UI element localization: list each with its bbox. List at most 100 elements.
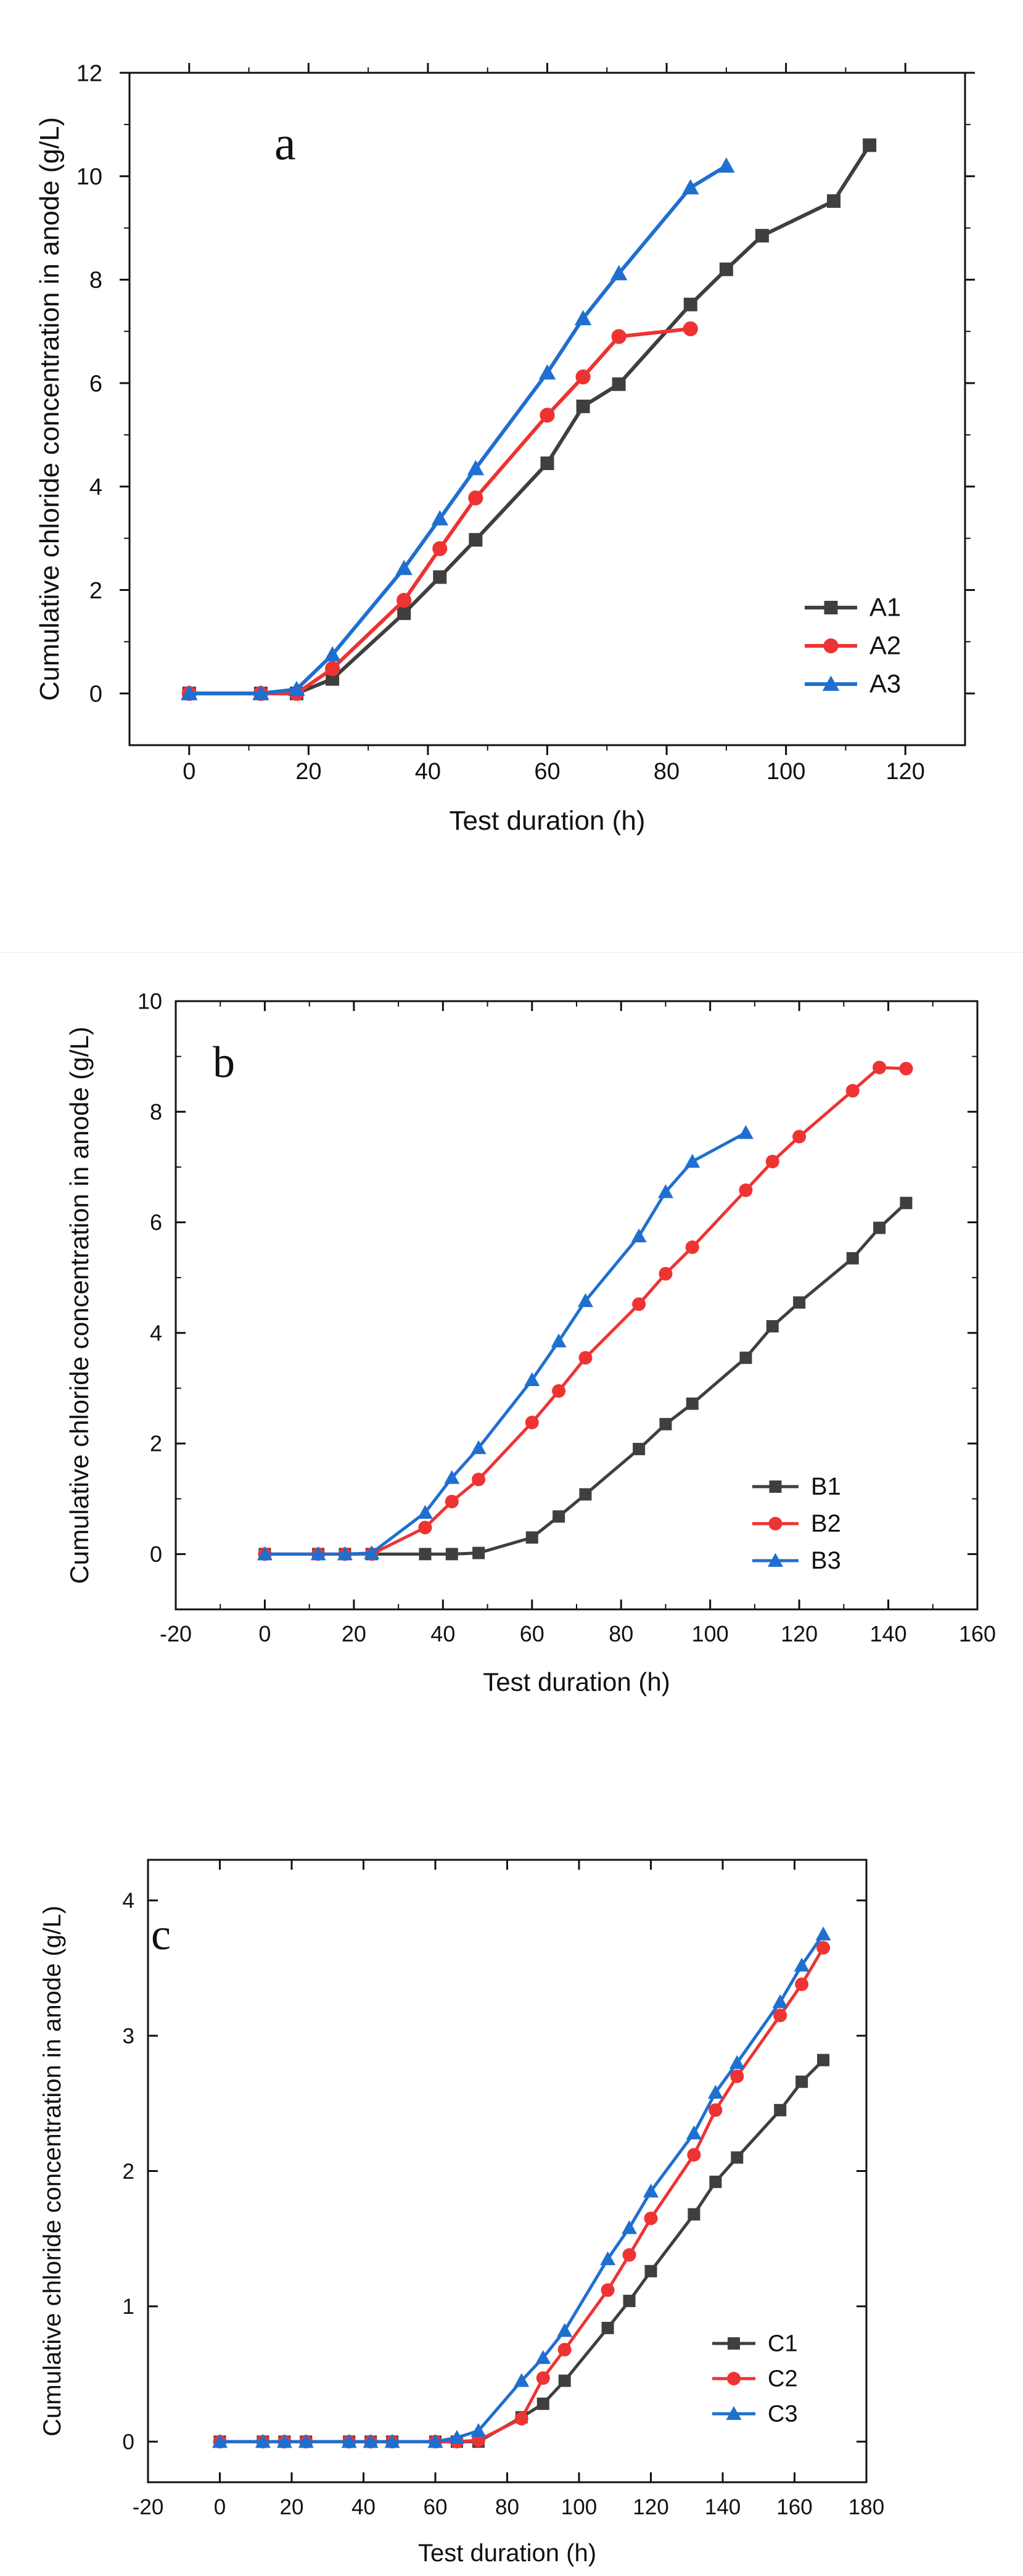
x-axis-label: Test duration (h) [483, 1667, 670, 1696]
y-tick-label: 12 [76, 60, 102, 86]
y-tick-label: 8 [150, 1099, 162, 1125]
data-point [817, 2054, 829, 2066]
legend-item: A1 [805, 593, 901, 622]
legend-item: C3 [712, 2401, 798, 2427]
data-point [469, 533, 482, 547]
y-tick-label: 8 [89, 268, 102, 294]
panel-label: a [274, 116, 296, 170]
chart-panel-b: -20 0 20 40 60 80 100 120 140 160 0 2 4 6 8 10 Test dura… [0, 954, 1023, 1737]
legend-label: B1 [811, 1473, 841, 1500]
y-tick-label: 4 [89, 474, 102, 500]
x-tick-label: 100 [766, 759, 805, 785]
data-point [577, 400, 590, 413]
data-point [622, 2220, 637, 2234]
data-point [397, 606, 411, 620]
legend-marker [727, 2372, 741, 2385]
panel-label: c [151, 1910, 171, 1959]
data-point [432, 541, 447, 556]
data-point [602, 2322, 614, 2334]
data-point [682, 179, 699, 194]
y-tick-label: 6 [150, 1210, 162, 1235]
x-tick-label: -20 [133, 2495, 164, 2519]
data-point [766, 1320, 779, 1332]
data-point [472, 1472, 485, 1486]
data-point [684, 1154, 700, 1168]
data-point [526, 1531, 538, 1543]
series-line [189, 145, 869, 693]
x-tick-label: 180 [848, 2495, 884, 2519]
data-point [686, 1398, 699, 1410]
data-point [659, 1267, 672, 1281]
data-point [645, 2265, 657, 2277]
series-line [265, 1068, 906, 1554]
data-point [739, 1352, 752, 1364]
x-tick-label: 80 [654, 759, 680, 785]
y-tick-label: 1 [123, 2295, 134, 2319]
data-point [540, 408, 554, 423]
x-tick-label: 0 [183, 759, 195, 785]
data-point [578, 1351, 592, 1364]
x-tick-label: 140 [705, 2495, 741, 2519]
data-point [612, 329, 627, 344]
x-tick-label: 120 [886, 759, 925, 785]
data-point [766, 1155, 779, 1168]
x-tick-label: 60 [534, 759, 560, 785]
y-axis-label: Cumulative chloride concentration in ano… [65, 1026, 94, 1584]
legend-item: B2 [752, 1510, 841, 1537]
data-point [541, 456, 554, 470]
chart-panel-c: -20 0 20 40 60 80 100 120 140 160 180 0 1 2 3 4 Test dur… [0, 1789, 1023, 2576]
data-point [718, 157, 735, 173]
data-point [557, 2323, 572, 2337]
legend-label: B2 [811, 1510, 841, 1537]
series-line [220, 1934, 824, 2442]
legend-label: C2 [768, 2366, 798, 2392]
x-tick-label: 80 [495, 2495, 519, 2519]
data-point [418, 1521, 432, 1534]
series-line [220, 1948, 824, 2442]
legend-item: C1 [712, 2331, 798, 2357]
x-tick-label: 100 [692, 1621, 729, 1646]
x-tick-label: 20 [342, 1621, 366, 1646]
series-line [265, 1133, 746, 1554]
legend-item: A2 [805, 631, 901, 660]
data-point [683, 321, 698, 336]
data-point [396, 593, 411, 608]
y-tick-label: 2 [123, 2160, 134, 2184]
data-point [731, 2152, 743, 2164]
series-line [189, 166, 726, 693]
legend-label: A3 [869, 669, 901, 698]
data-point [575, 369, 590, 384]
data-point [773, 1994, 788, 2008]
x-tick-label: 0 [214, 2495, 226, 2519]
x-axis-label: Test duration (h) [418, 2540, 596, 2567]
data-point [684, 298, 697, 312]
legend-label: C3 [768, 2401, 798, 2427]
data-point [325, 661, 340, 676]
data-point [515, 2412, 528, 2425]
data-point [553, 1510, 565, 1522]
data-point [525, 1416, 539, 1429]
chart-b: -20 0 20 40 60 80 100 120 140 1600246810Test dura… [0, 954, 1023, 1737]
chart-panel-a: 0 20 40 60 80 100 120 0 2 4 6 8 10 12 Test duration (h… [0, 0, 1023, 950]
series-B3 [257, 1125, 754, 1561]
x-tick-label: 20 [280, 2495, 304, 2519]
data-point [601, 2284, 615, 2297]
legend-item: B3 [752, 1547, 841, 1574]
y-tick-label: 3 [123, 2024, 134, 2048]
data-point [827, 194, 840, 208]
x-tick-label: 0 [258, 1621, 271, 1646]
data-point [795, 1978, 808, 1991]
data-point [686, 1241, 699, 1254]
legend-label: C1 [768, 2331, 798, 2357]
x-tick-label: 60 [520, 1621, 544, 1646]
data-point [659, 1418, 672, 1430]
y-axis-label: Cumulative chloride concentration in ano… [39, 1905, 66, 2437]
x-tick-label: 160 [959, 1621, 996, 1646]
y-tick-label: 10 [138, 989, 162, 1014]
x-tick-label: 100 [561, 2495, 597, 2519]
data-point [433, 571, 446, 584]
y-tick-label: 4 [123, 1889, 134, 1913]
data-point [537, 2398, 549, 2410]
data-point [552, 1384, 565, 1398]
data-point [899, 1062, 913, 1075]
